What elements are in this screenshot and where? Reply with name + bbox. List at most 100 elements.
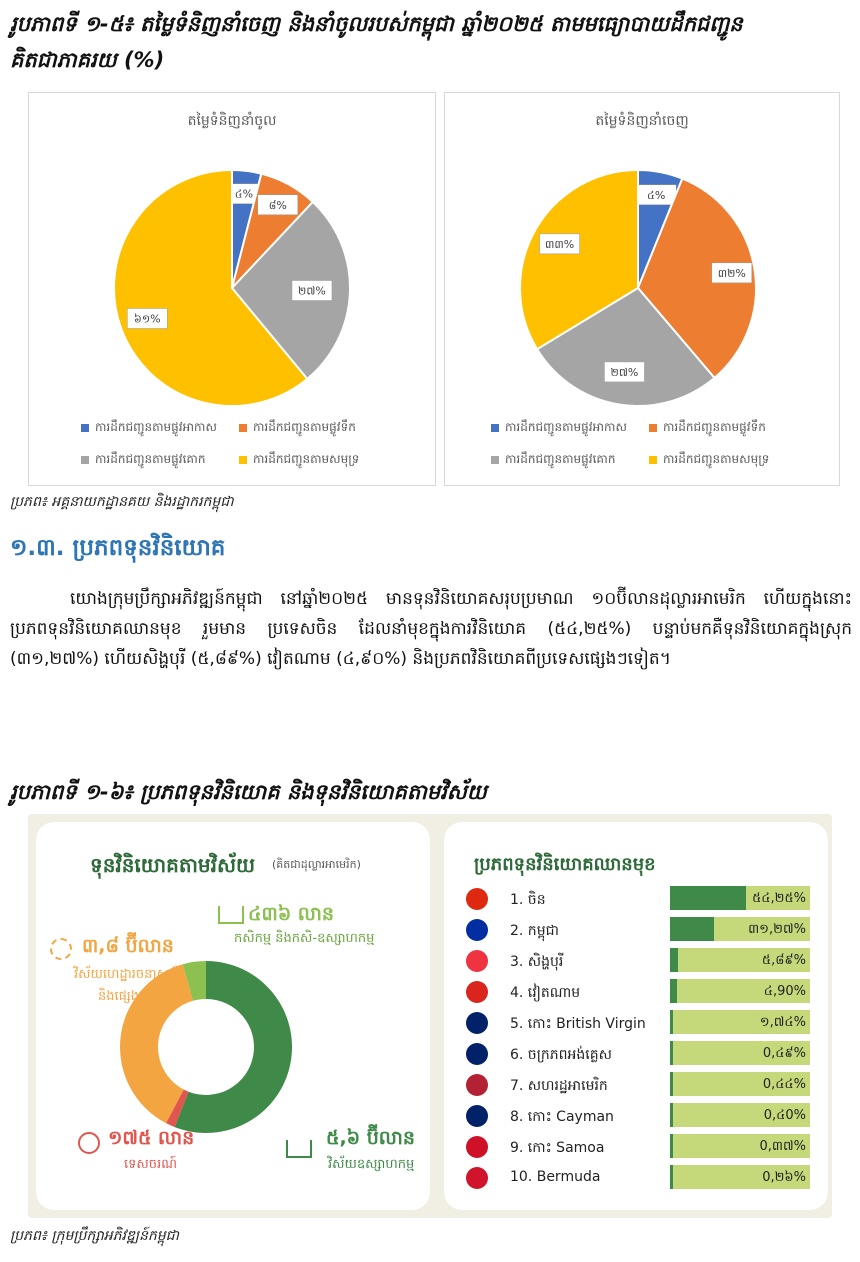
legend-swatch [81,423,89,432]
source-percent: ៥,៨៩% [761,953,806,968]
figure-title-line2: គិតជាភាគរយ (%) [10,48,165,72]
figure2-title: រូបភាពទី ១-៦៖ ប្រភពទុនវិនិយោគ និងទុនវិនិ… [10,780,487,804]
data-label-box [291,280,333,301]
china-flag-icon [466,888,488,910]
legend-sea: ការដឹកជញ្ជូនតាមសមុទ្រ [239,451,359,469]
donut-segment [182,961,206,1001]
industry-value: ៥,៦ ប៊ីលាន [326,1127,415,1149]
export-pie-title: តម្លៃទំនិញនាំចេញ [595,113,689,129]
import-pie-legend: ការដឹកជញ្ជូនតាមផ្លូវអាកាស ការដឹកជញ្ជូនតា… [29,413,435,473]
data-label: ៣២% [718,267,746,280]
figure1-source: ប្រភព៖ អគ្គនាយកដ្ឋានគយ និងរដ្ឋាករកម្ពុជា [10,494,234,510]
bar-track: 0,៣៧% [670,1134,810,1158]
source-name: 6. ចក្រភពអង់គ្លេស [510,1047,612,1063]
bar-track: 0,២៦% [670,1165,810,1189]
factory-sprout-icon [218,906,244,924]
legend-swatch [491,423,499,432]
export-pie-chart: ៤% ៣២% ២៧% ៣៣% [519,168,757,407]
source-row: 10. Bermuda 0,២៦% [444,1165,824,1191]
source-name: 8. កោះ Cayman [510,1109,614,1125]
sector-unit: (គិតជាដុល្លារអាមេរិក) [272,858,361,871]
cayman-flag-icon [466,1105,488,1127]
legend-water: ការដឹកជញ្ជូនតាមផ្លូវទឹក [649,419,766,437]
import-pie-panel: តម្លៃទំនិញនាំចូល ៤% ៨% ២៧% ៦១% ការដឹកជញ្ជូន… [28,92,436,486]
sector-card-title: ទុនវិនិយោគតាមវិស័យ [90,853,256,877]
legend-swatch [649,423,657,432]
bermuda-flag-icon [466,1167,488,1189]
source-percent: ១,៧៤% [759,1015,806,1030]
source-name: 3. សិង្ហបុរី [510,954,564,970]
pie-slice [636,177,757,380]
bar-fill [670,979,677,1003]
source-percent: ៥៤,២៥% [752,891,806,906]
source-percent: 0,៣៧% [759,1139,806,1154]
bar-track: 0,៤៩% [670,1041,810,1065]
industry-label: វិស័យឧស្សាហកម្ម [328,1157,415,1172]
section-paragraph: យោងក្រុមប្រឹក្សាអភិវឌ្ឍន៍កម្ពុជា នៅឆ្នាំ… [10,589,852,669]
legend-sea: ការដឹកជញ្ជូនតាមសមុទ្រ [649,451,769,469]
bar-track: ៣១,២៧% [670,917,810,941]
legend-land: ការដឹកជញ្ជូនតាមផ្លូវគោក [81,451,205,469]
pie-slice [113,168,309,407]
infra-label: វិស័យហេដ្ឋារចនាសម្ព័ន្ធ [74,967,186,982]
sector-donut-chart [119,961,292,1133]
donut-segment [119,964,194,1124]
bar-track: ៥៤,២៥% [670,886,810,910]
source-name: 10. Bermuda [510,1169,601,1185]
infra-value: ៣,៨ ប៊ីលាន [82,935,174,957]
data-label: ២៧% [298,285,326,298]
data-label: ៨% [269,199,287,212]
bar-fill [670,1072,673,1096]
data-label: ៤% [235,188,253,201]
data-label: ៦១% [134,312,161,325]
source-name: 2. កម្ពុជា [510,923,559,939]
export-pie-legend: ការដឹកជញ្ជូនតាមផ្លូវអាកាស ការដឹកជញ្ជូនតា… [445,413,839,473]
cambodia-flag-icon [466,919,488,941]
legend-air: ការដឹកជញ្ជូនតាមផ្លូវអាកាស [491,419,627,437]
source-name: 9. កោះ Samoa [510,1140,605,1156]
bar-fill [670,917,714,941]
source-percent: ៤,90% [763,984,806,999]
bar-track: ៤,90% [670,979,810,1003]
source-percent: 0,៤៤% [762,1077,806,1092]
import-pie-title: តម្លៃទំនិញនាំចូល [187,113,277,129]
data-label: ២៧% [611,366,639,379]
sector-card: ទុនវិនិយោគតាមវិស័យ (គិតជាដុល្លារអាមេរិក)… [36,822,430,1210]
bar-fill [670,1165,673,1189]
data-label: ៤% [647,189,665,202]
bar-fill [670,886,746,910]
pie-slice [535,286,716,407]
bar-fill [670,1103,673,1127]
legend-air: ការដឹកជញ្ជូនតាមផ្លូវអាកាស [81,419,217,437]
source-percent: 0,៤0% [763,1108,806,1123]
pie-slice [230,200,351,381]
bar-fill [670,1041,673,1065]
legend-swatch [81,455,89,464]
legend-swatch [491,455,499,464]
investment-infographic: ទុនវិនិយោគតាមវិស័យ (គិតជាដុល្លារអាមេរិក)… [28,814,832,1218]
source-row: 8. កោះ Cayman 0,៤0% [444,1103,824,1129]
usa-flag-icon [466,1074,488,1096]
source-percent: 0,២៦% [762,1170,806,1185]
source-percent: 0,៤៩% [762,1046,806,1061]
source-row: 2. កម្ពុជា ៣១,២៧% [444,917,824,943]
source-row: 5. កោះ British Virgin ១,៧៤% [444,1010,824,1036]
data-label-box [604,361,645,383]
source-name: 5. កោះ British Virgin [510,1016,646,1032]
figure2-source: ប្រភព៖ ក្រុមប្រឹក្សាអភិវឌ្ឍន៍កម្ពុជា [10,1228,179,1244]
samoa-flag-icon [466,1136,488,1158]
source-name: 1. ចិន [510,892,546,908]
factory-icon [286,1140,312,1158]
singapore-flag-icon [466,950,488,972]
bar-track: 0,៤៤% [670,1072,810,1096]
uk-flag-icon [466,1043,488,1065]
legend-swatch [239,455,247,464]
sources-list: 1. ចិន ៥៤,២៥% 2. កម្ពុជា ៣១,២៧% 3. សិង្ហបុរី… [444,886,828,1202]
source-row: 4. វៀតណាម ៤,90% [444,979,824,1005]
bar-track: ៥,៨៩% [670,948,810,972]
data-label: ៣៣% [545,238,574,251]
bar-fill [670,948,679,972]
donut-segment [166,1089,189,1128]
data-label-box [257,194,299,216]
donut-segment [174,961,292,1133]
